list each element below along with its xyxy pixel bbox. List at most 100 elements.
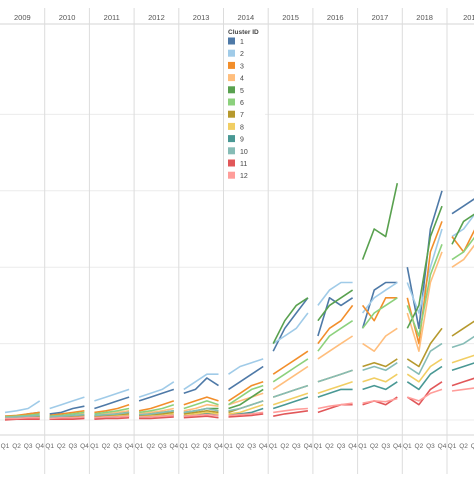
- series-line-10-201: [451, 335, 474, 349]
- quarter-label: Q1: [358, 443, 367, 450]
- series-line-10-2009: [4, 414, 40, 419]
- series-line-10-2013: [183, 407, 219, 414]
- quarter-label: Q2: [57, 443, 66, 450]
- quarter-label: Q3: [68, 443, 77, 450]
- series-line-10-2018: [406, 342, 443, 376]
- series-line-1-2016: [317, 296, 354, 337]
- series-line-6-201: [451, 236, 474, 261]
- quarter-label: Q1: [45, 443, 54, 450]
- quarter-label: Q4: [259, 443, 268, 450]
- gridlines: [0, 113, 474, 421]
- legend-label-11: 11: [240, 161, 247, 168]
- series-1: [5, 190, 474, 418]
- series-line-5-2017: [361, 183, 399, 260]
- series-line-10-2015: [272, 384, 309, 398]
- series-line-3-2016: [317, 304, 354, 345]
- quarter-label: Q2: [102, 443, 111, 450]
- legend-swatch-5: [228, 86, 235, 94]
- series-line-4-2017: [362, 327, 398, 353]
- quarter-label: Q2: [415, 443, 424, 450]
- series-line-2-2010: [49, 396, 85, 410]
- legend-label-6: 6: [240, 100, 244, 107]
- series-line-8-2013: [183, 411, 219, 417]
- series-line-3-201: [451, 229, 474, 253]
- series-line-3-2015: [272, 350, 309, 375]
- series-line-7-2017: [362, 358, 398, 368]
- legend-label-4: 4: [240, 76, 244, 83]
- legend-title: Cluster ID: [228, 29, 259, 36]
- series-line-2-2012: [138, 381, 175, 398]
- quarter-label: Q3: [24, 443, 33, 450]
- series-line-4-2013: [183, 403, 219, 412]
- series-line-12-2015: [273, 407, 308, 414]
- legend-label-10: 10: [240, 149, 248, 156]
- year-label: 2014: [238, 13, 255, 22]
- series-line-1-2011: [94, 396, 130, 410]
- series-5: [4, 183, 474, 420]
- quarter-label: Q1: [224, 443, 233, 450]
- series-6: [4, 236, 474, 418]
- series-line-11-2010: [49, 417, 85, 421]
- series-line-9-2015: [272, 396, 309, 410]
- series-line-6-2018: [406, 244, 443, 337]
- series-line-9-2017: [362, 381, 398, 391]
- series-line-7-2018: [406, 327, 443, 368]
- series-line-7-2013: [183, 409, 219, 415]
- series-line-2-2017: [361, 281, 398, 314]
- series-line-12-2018: [407, 388, 443, 402]
- quarter-label: Q1: [90, 443, 99, 450]
- series-line-12-2009: [5, 416, 40, 420]
- quarter-label: Q4: [438, 443, 447, 450]
- series-line-4-2014: [228, 392, 264, 406]
- series-line-8-2017: [362, 373, 398, 383]
- series-line-3-2013: [183, 396, 219, 406]
- series-line-8-2016: [317, 381, 353, 395]
- series-line-5-2018: [406, 205, 443, 329]
- series-line-10-2011: [94, 411, 130, 417]
- quarter-label: Q1: [269, 443, 278, 450]
- series-line-6-2015: [272, 358, 309, 383]
- legend-label-1: 1: [240, 39, 244, 46]
- quarter-label: Q1: [314, 443, 323, 450]
- quarter-label: Q3: [247, 443, 256, 450]
- series-line-1-2010: [49, 405, 85, 415]
- series-line-8-2018: [406, 358, 443, 383]
- series-line-4-2018: [406, 251, 443, 353]
- legend-label-9: 9: [240, 137, 244, 144]
- series-line-2-2014: [228, 358, 264, 375]
- legend-label-12: 12: [240, 173, 248, 180]
- series-line-5-2015: [272, 297, 309, 344]
- quarter-label: Q4: [80, 443, 89, 450]
- year-label: 2016: [327, 13, 344, 22]
- quarter-label: Q4: [393, 443, 402, 450]
- year-label: 2012: [148, 13, 165, 22]
- series-line-2-2009: [4, 400, 41, 414]
- quarter-axis: Q1 Q2 Q3 Q4 Q1 Q2 Q3 Q4 Q1 Q2 Q3 Q4 Q1 Q2 Q3 Q4 Q1 Q2 Q3 Q4…: [1, 443, 474, 450]
- legend-label-5: 5: [240, 88, 244, 95]
- series-line-2-2011: [94, 388, 130, 402]
- quarter-label: Q1: [1, 443, 10, 450]
- series-line-6-2017: [361, 297, 398, 329]
- legend-swatch-12: [228, 171, 235, 179]
- series-line-10-2012: [139, 410, 174, 416]
- year-label: 2013: [193, 13, 210, 22]
- legend-label-7: 7: [240, 112, 244, 119]
- year-label: 2010: [59, 13, 76, 22]
- quarter-label: Q4: [35, 443, 44, 450]
- year-label: 2017: [372, 13, 389, 22]
- series-line-3-2010: [49, 410, 85, 417]
- quarter-label: Q3: [337, 443, 346, 450]
- quarter-label: Q2: [459, 443, 468, 450]
- quarter-label: Q4: [169, 443, 178, 450]
- legend-swatch-4: [228, 74, 235, 82]
- series-12: [5, 387, 474, 420]
- series-line-12-2011: [94, 415, 130, 419]
- series-line-5-2016: [317, 289, 354, 322]
- series-line-12-2016: [317, 402, 353, 410]
- series-line-5-201: [451, 213, 474, 245]
- series-line-1-2012: [138, 388, 175, 402]
- series-line-6-2011: [94, 407, 130, 415]
- legend-swatch-8: [228, 122, 235, 130]
